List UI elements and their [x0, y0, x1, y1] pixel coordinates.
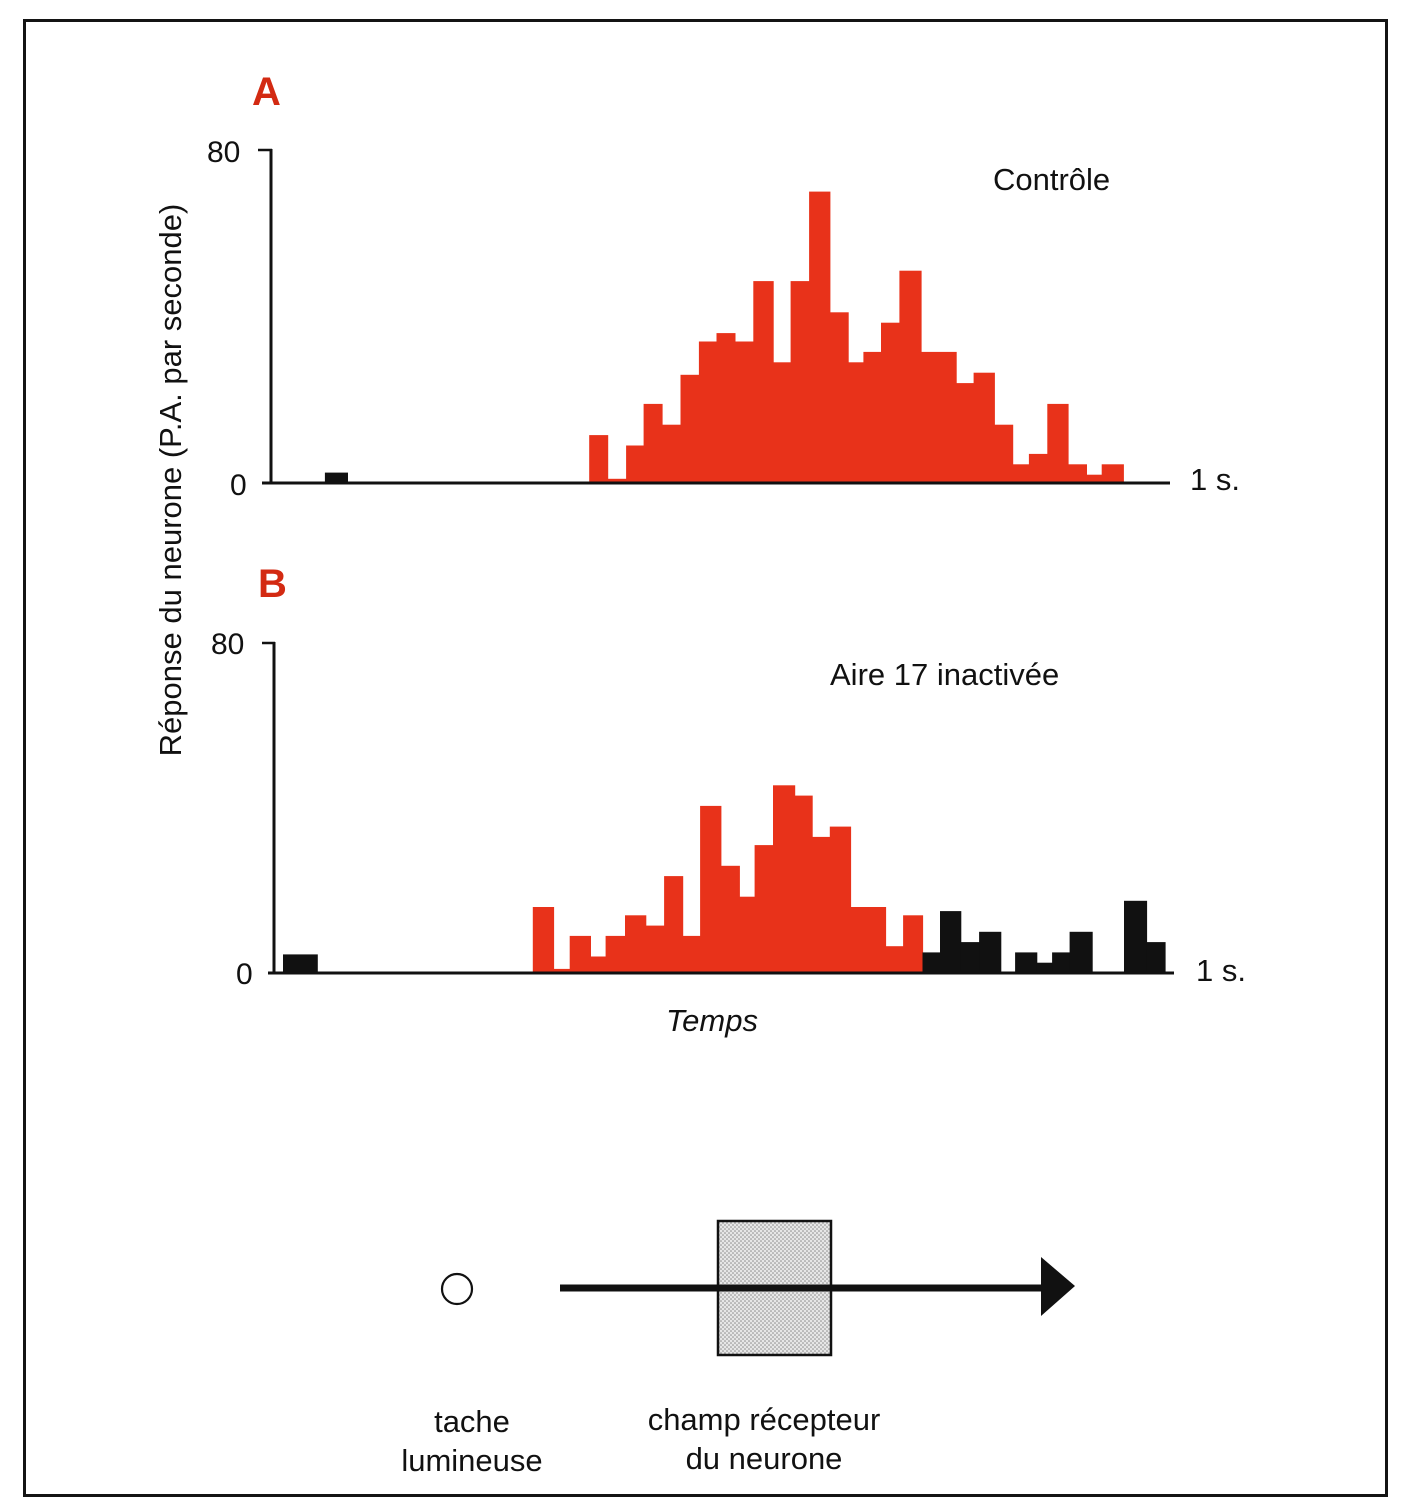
panel-a-bar-stimulus-in-field-20 — [973, 372, 995, 483]
panel-b-bar-spontaneous-after-7 — [1069, 931, 1093, 974]
panel-b-bar-spontaneous-after-4 — [1015, 952, 1038, 973]
panel-a-bar-stimulus-in-field-17 — [899, 270, 922, 483]
panel-b-bar-stimulus-in-field-8 — [682, 935, 701, 973]
panel-b-bar-spontaneous-after-0 — [922, 952, 941, 973]
field-label-line2: du neurone — [686, 1441, 843, 1476]
panel-b-bars — [283, 785, 1166, 974]
panel-a-bar-stimulus-in-field-25 — [1068, 464, 1087, 483]
panel-b: B Aire 17 inactivée 80 0 1 s. Temps — [211, 562, 1246, 1038]
panel-b-bar-spontaneous-after-6 — [1052, 952, 1071, 973]
panel-b-bar-stimulus-in-field-14 — [794, 795, 813, 973]
panel-a-x-end-label: 1 s. — [1190, 462, 1240, 497]
light-spot-icon — [440, 1272, 474, 1306]
panel-a-letter: A — [252, 70, 281, 114]
panel-a-bar-stimulus-in-field-15 — [863, 351, 882, 483]
panel-b-letter: B — [258, 562, 287, 606]
panel-b-bar-stimulus-in-field-11 — [739, 896, 756, 973]
panel-b-bar-stimulus-in-field-18 — [885, 946, 904, 973]
panel-b-bar-stimulus-in-field-15 — [812, 836, 831, 973]
panel-a-bar-stimulus-in-field-11 — [790, 281, 810, 483]
panel-a-bar-spontaneous-0 — [324, 472, 348, 483]
panel-b-x-axis-label: Temps — [666, 1003, 758, 1038]
panel-b-bar-stimulus-in-field-4 — [605, 935, 626, 973]
panel-b-bar-stimulus-in-field-17 — [850, 907, 887, 973]
panel-b-bar-spontaneous-after-5 — [1036, 962, 1053, 973]
panel-b-bar-stimulus-in-field-0 — [532, 907, 555, 973]
panel-b-title: Aire 17 inactivée — [830, 657, 1059, 692]
panel-b-bar-spontaneous-before-0 — [283, 954, 318, 973]
panel-b-bar-stimulus-in-field-2 — [569, 935, 591, 973]
panel-b-bar-spontaneous-after-1 — [940, 911, 962, 973]
panel-b-bar-spontaneous-after-9 — [1146, 942, 1166, 973]
panel-a-bars — [324, 191, 1124, 483]
panel-a-bar-stimulus-in-field-13 — [829, 312, 849, 483]
panel-a: A Contrôle 80 0 1 s. — [207, 70, 1240, 502]
panel-a-bar-stimulus-in-field-22 — [1012, 464, 1030, 483]
panel-b-bar-stimulus-in-field-1 — [553, 968, 571, 973]
panel-b-bar-stimulus-in-field-7 — [664, 876, 684, 973]
panel-b-bar-stimulus-in-field-5 — [625, 915, 647, 974]
panel-a-bar-stimulus-in-field-26 — [1086, 474, 1103, 483]
panel-b-x-end-label: 1 s. — [1196, 953, 1246, 988]
panel-a-bar-stimulus-in-field-1 — [607, 478, 627, 483]
panel-a-ytick-0: 0 — [230, 469, 247, 502]
panel-a-bar-stimulus-in-field-18 — [921, 351, 957, 483]
spot-label-line1: tache — [434, 1404, 510, 1439]
panel-a-bar-stimulus-in-field-19 — [956, 383, 975, 483]
panel-a-bar-stimulus-in-field-7 — [716, 333, 736, 483]
panel-a-title: Contrôle — [993, 162, 1110, 197]
panel-b-bar-stimulus-in-field-9 — [700, 805, 722, 973]
motion-arrow-head-icon — [1041, 1257, 1075, 1316]
panel-a-bar-stimulus-in-field-4 — [662, 424, 682, 483]
panel-a-bar-stimulus-in-field-3 — [643, 403, 663, 483]
panel-a-bar-stimulus-in-field-6 — [698, 341, 717, 483]
field-label-line1: champ récepteur — [648, 1402, 881, 1437]
panel-a-bar-stimulus-in-field-27 — [1101, 464, 1124, 483]
panel-a-bar-stimulus-in-field-9 — [753, 281, 774, 483]
panel-b-bar-stimulus-in-field-3 — [590, 956, 607, 973]
panel-b-bar-stimulus-in-field-16 — [829, 826, 852, 973]
panel-b-bar-stimulus-in-field-13 — [773, 785, 796, 973]
panel-a-bar-stimulus-in-field-21 — [994, 424, 1014, 483]
panel-a-bar-stimulus-in-field-12 — [809, 191, 831, 483]
panel-b-bar-spontaneous-after-8 — [1124, 900, 1148, 973]
panel-b-ytick-80: 80 — [211, 628, 244, 661]
spot-label-line2: lumineuse — [401, 1443, 542, 1478]
panel-a-ytick-80: 80 — [207, 136, 240, 169]
panel-a-bar-stimulus-in-field-14 — [848, 362, 865, 483]
panel-b-bar-stimulus-in-field-19 — [903, 915, 924, 974]
panel-a-bar-stimulus-in-field-0 — [589, 435, 609, 483]
stimulus-diagram: tache lumineuse champ récepteur du neuro… — [401, 1219, 1075, 1478]
panel-a-bar-stimulus-in-field-23 — [1028, 453, 1048, 483]
y-axis-label: Réponse du neurone (P.A. par seconde) — [153, 204, 188, 757]
panel-a-bar-stimulus-in-field-5 — [680, 374, 700, 483]
panel-b-bar-stimulus-in-field-12 — [754, 845, 774, 973]
panel-b-bar-spontaneous-after-3 — [979, 931, 1002, 974]
panel-a-bar-stimulus-in-field-2 — [626, 445, 645, 483]
panel-b-bar-spontaneous-after-2 — [960, 942, 980, 973]
panel-b-bar-stimulus-in-field-6 — [645, 925, 665, 973]
panel-a-bar-stimulus-in-field-16 — [881, 322, 900, 483]
figure-frame — [23, 19, 1388, 1497]
panel-a-bar-stimulus-in-field-24 — [1047, 403, 1069, 483]
panel-b-bar-stimulus-in-field-10 — [720, 865, 740, 974]
panel-b-ytick-0: 0 — [236, 958, 253, 991]
panel-a-bar-stimulus-in-field-8 — [734, 341, 754, 483]
panel-a-bar-stimulus-in-field-10 — [773, 362, 792, 483]
